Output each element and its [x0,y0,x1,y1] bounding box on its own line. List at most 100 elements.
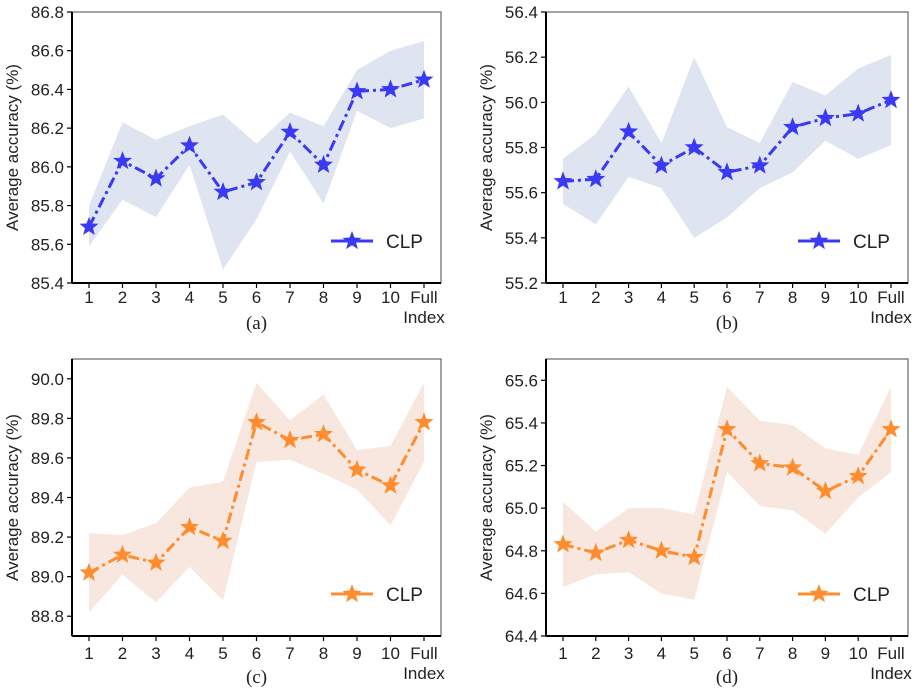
y-tick-label: 85.6 [31,235,64,254]
data-point [717,419,737,438]
x-tick-label: 9 [821,288,830,307]
y-tick-label: 89.4 [31,489,64,508]
x-tick-label: 7 [285,644,294,663]
x-tick-label: 8 [319,644,328,663]
subplot-caption: (d) [716,667,738,688]
x-tick-label: 8 [788,288,797,307]
y-tick-label: 86.6 [31,42,64,61]
x-tick-label: 1 [558,644,567,663]
data-point [314,424,333,443]
y-tick-label: 86.2 [31,119,64,138]
x-tick-label: 6 [722,644,731,663]
x-tick-label: 3 [624,288,633,307]
x-tick-label: 9 [821,644,830,663]
data-point [783,117,803,136]
x-tick-label: 1 [84,288,93,307]
x-tick-label: 10 [381,644,400,663]
data-point [414,412,434,431]
data-point [146,168,166,187]
x-tick-label: 4 [185,644,194,663]
legend-marker [342,584,362,603]
x-tick-label: 6 [722,288,731,307]
data-point [146,552,166,571]
data-point [347,459,367,478]
legend-marker [342,231,362,250]
y-tick-label: 89.6 [31,449,64,468]
data-point [314,154,333,173]
x-tick-label: 10 [849,288,868,307]
x-axis-label: Index [870,308,912,327]
data-point [684,547,704,566]
data-point [247,412,266,431]
legend-marker [809,231,829,250]
y-tick-label: 56.4 [505,3,538,22]
x-tick-label: Full [410,644,437,663]
x-tick-label: 9 [352,644,361,663]
x-tick-label: 4 [185,288,194,307]
y-tick-label: 55.4 [505,229,538,248]
y-tick-label: 89.8 [31,409,64,428]
x-tick-label: 8 [788,644,797,663]
data-point [180,135,199,154]
series-line-CLP [562,98,892,183]
x-tick-label: 4 [657,644,666,663]
y-tick-label: 64.4 [505,627,538,646]
data-point [381,79,400,98]
y-tick-label: 85.4 [31,274,64,293]
legend-marker [809,584,829,603]
data-point [750,453,770,472]
legend-label: CLP [386,232,423,253]
data-point [280,430,300,449]
y-tick-label: 64.8 [505,542,538,561]
x-tick-label: 1 [84,644,93,663]
data-point [815,481,835,500]
x-tick-label: Full [410,288,437,307]
data-point [113,544,132,563]
legend: CLP [798,584,890,606]
x-tick-label: 5 [218,644,227,663]
y-axis-label: Average accuracy (%) [477,64,496,231]
subplot-caption: (c) [246,667,267,688]
x-tick-label: 7 [755,644,764,663]
data-point [381,475,400,494]
data-point [815,108,835,127]
x-tick-label: 2 [118,288,127,307]
data-point [848,466,868,485]
data-point [586,542,606,561]
x-tick-label: 5 [689,288,698,307]
y-tick-label: 55.6 [505,184,538,203]
data-point [213,182,233,201]
data-point [113,151,132,170]
y-tick-label: 89.2 [31,528,64,547]
x-tick-label: 4 [657,288,666,307]
y-tick-label: 65.4 [505,414,538,433]
x-tick-label: 6 [252,644,261,663]
data-point [414,69,434,88]
data-point [79,562,99,581]
data-point [717,162,737,181]
confidence-band [563,54,891,238]
subplot-d: 64.4 64.6 64.8 65.0 65.2 65.4 65.6 1 2 3 4 5 6 7 8 9 10 F… [477,358,912,688]
legend-label: CLP [386,585,423,606]
data-point [684,137,704,156]
data-point [553,171,573,190]
y-tick-label: 86.0 [31,158,64,177]
data-point [586,169,606,188]
confidence-band [89,41,424,270]
x-tick-label: 2 [118,644,127,663]
x-axis-label: Index [870,664,912,683]
x-tick-label: 10 [381,288,400,307]
y-tick-label: 65.6 [505,371,538,390]
subplot-a: 85.4 85.6 85.8 86.0 86.2 86.4 86.6 86.8 1 2 3 4 5 6 7 8… [3,3,445,334]
data-point [651,155,671,174]
data-point [750,155,770,174]
y-axis-label: Average accuracy (%) [3,64,22,231]
data-point [347,81,367,100]
x-tick-label: 5 [218,288,227,307]
y-tick-label: 56.2 [505,48,538,67]
y-tick-label: 89.0 [31,568,64,587]
x-tick-label: 5 [689,644,698,663]
x-axis-label: Index [403,664,445,683]
y-tick-label: 55.2 [505,274,538,293]
